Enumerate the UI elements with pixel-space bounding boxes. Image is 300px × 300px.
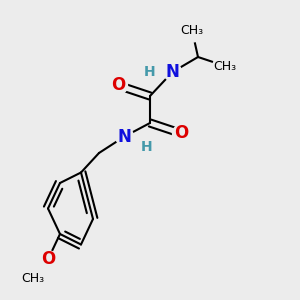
Text: O: O <box>41 250 55 268</box>
Text: CH₃: CH₃ <box>180 23 204 37</box>
Text: CH₃: CH₃ <box>213 59 237 73</box>
Text: CH₃: CH₃ <box>21 272 45 286</box>
Circle shape <box>164 63 181 81</box>
Text: N: N <box>118 128 131 146</box>
Text: O: O <box>111 76 126 94</box>
Text: H: H <box>141 140 153 154</box>
Circle shape <box>172 124 190 142</box>
Circle shape <box>39 250 57 268</box>
Circle shape <box>110 76 128 94</box>
Circle shape <box>116 128 134 146</box>
Text: O: O <box>174 124 189 142</box>
Text: H: H <box>144 65 156 79</box>
Circle shape <box>138 138 156 156</box>
Circle shape <box>21 267 45 291</box>
Circle shape <box>180 18 204 42</box>
Circle shape <box>141 63 159 81</box>
Text: N: N <box>166 63 179 81</box>
Circle shape <box>213 54 237 78</box>
